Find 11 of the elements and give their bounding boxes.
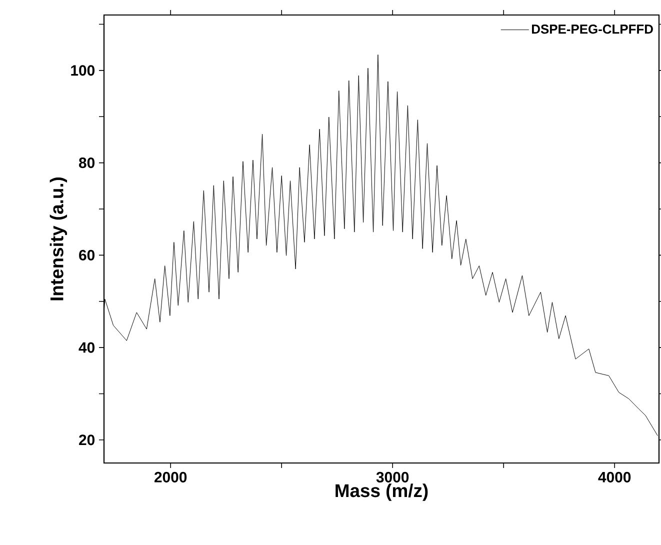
x-tick-label: 4000 xyxy=(598,472,631,482)
legend-label: DSPE-PEG-CLPFFD xyxy=(532,24,653,34)
y-tick-label: 20 xyxy=(79,434,95,446)
x-axis-title: Mass (m/z) xyxy=(336,484,428,501)
y-tick-label: 100 xyxy=(71,65,94,76)
y-axis-title: Intensity (a.u.) xyxy=(50,177,68,300)
y-tick-label: 60 xyxy=(79,250,95,260)
y-tick-label: 80 xyxy=(78,158,95,168)
x-tick-label: 2000 xyxy=(154,472,187,482)
y-tick-label: 40 xyxy=(78,342,95,353)
x-tick-label: 3000 xyxy=(376,472,409,482)
